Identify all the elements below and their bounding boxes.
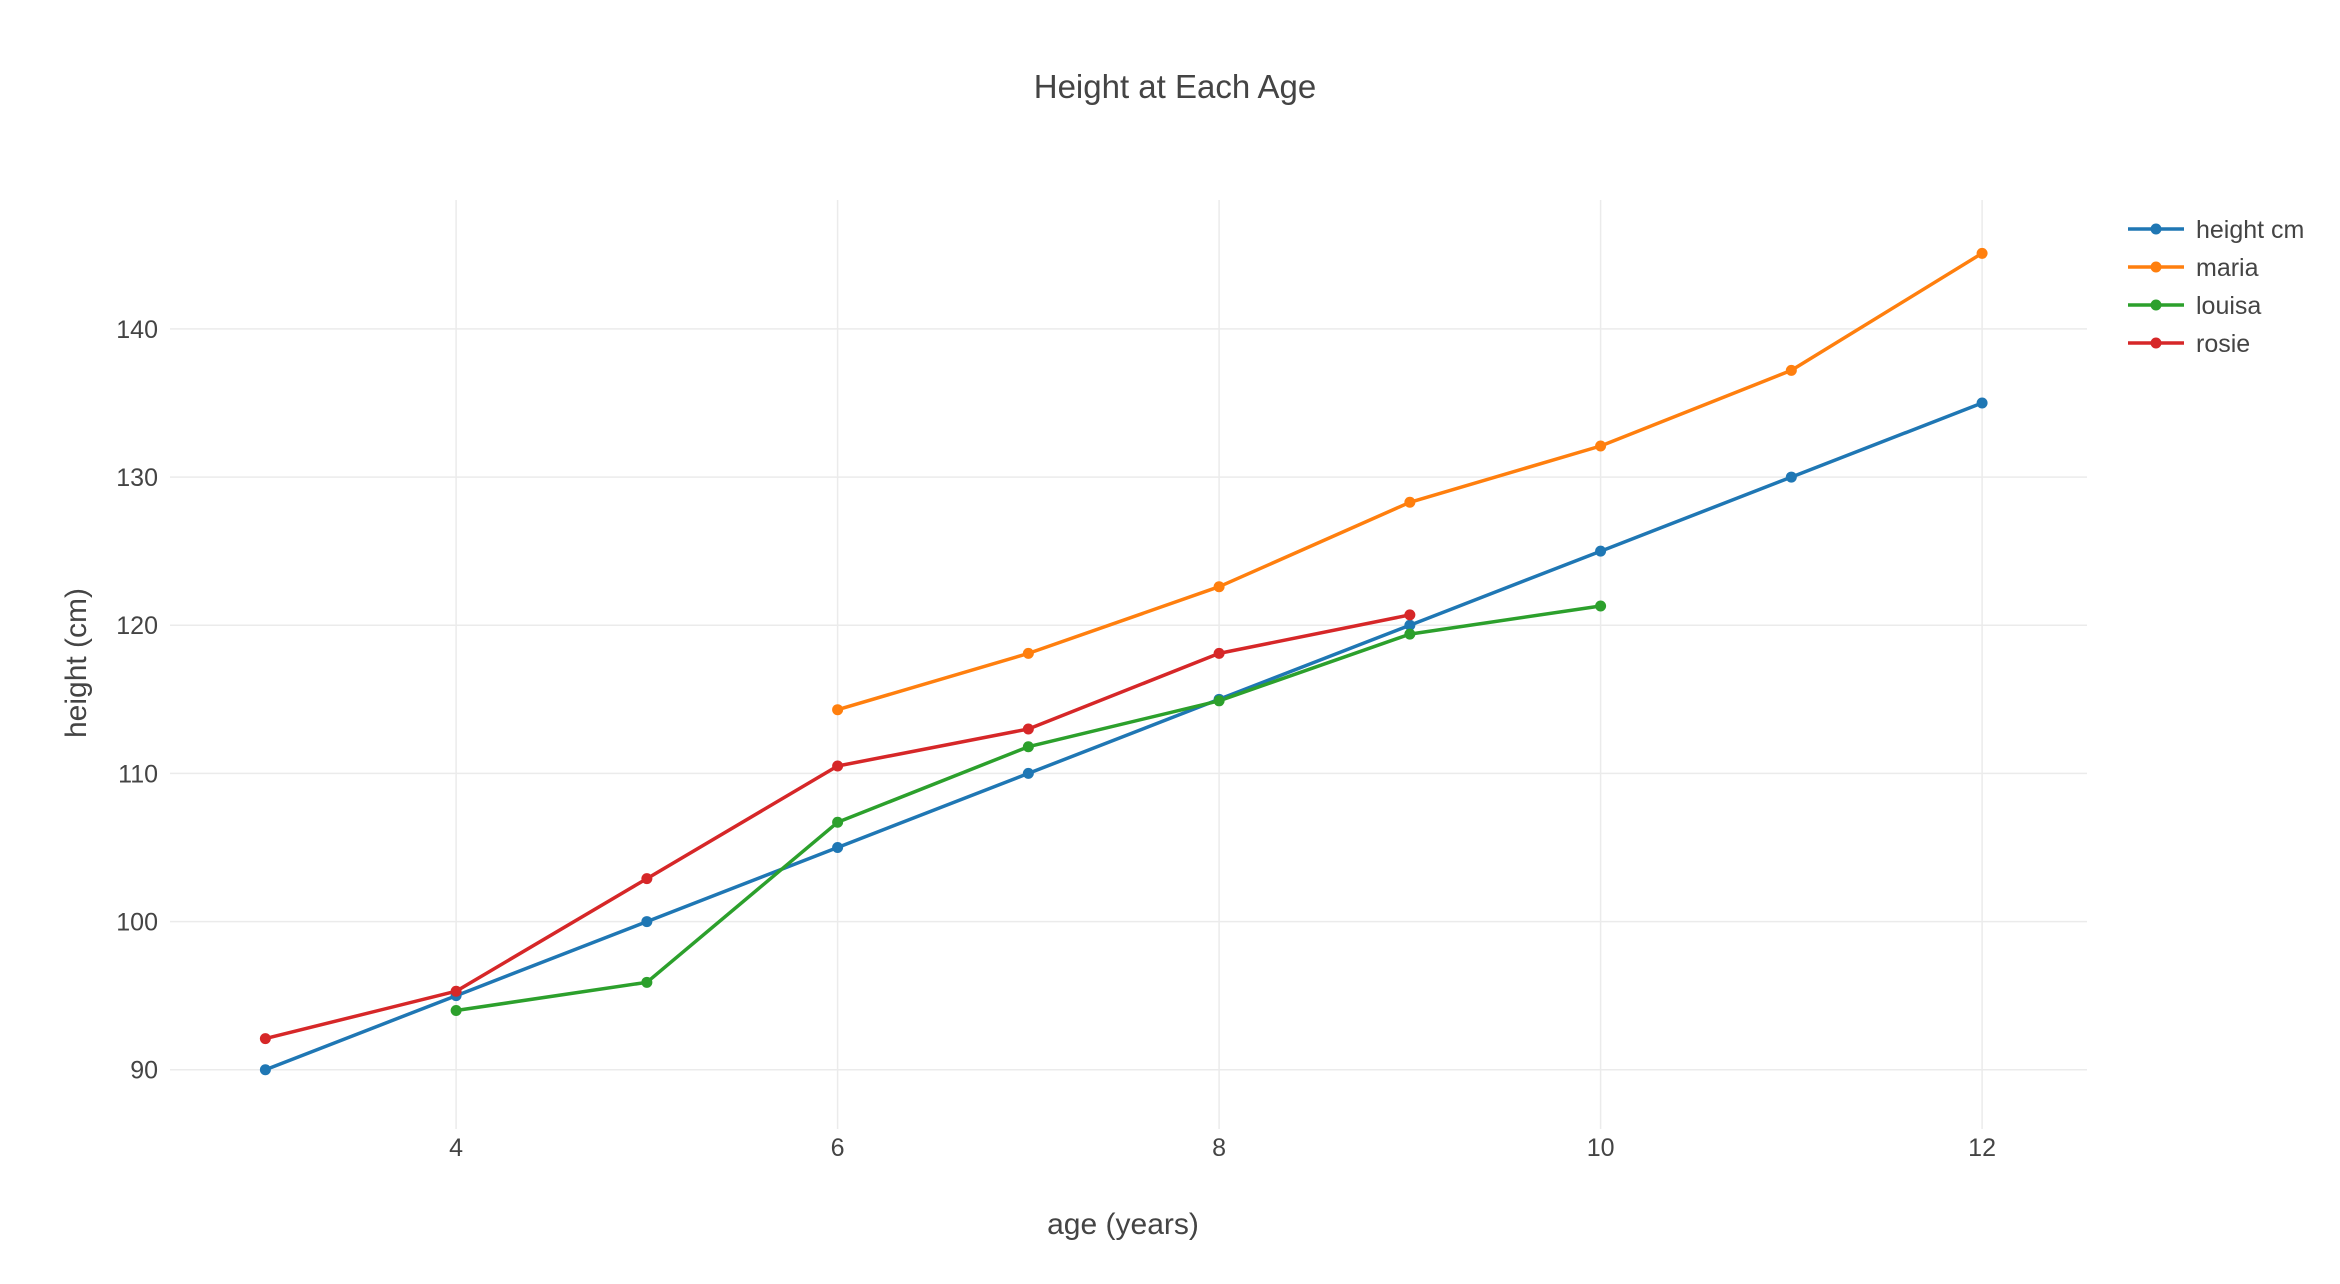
x-tick-label: 4 xyxy=(449,1134,463,1162)
data-point xyxy=(1976,247,1988,259)
series-line-louisa xyxy=(455,604,1601,1013)
y-axis-title: height (cm) xyxy=(60,588,93,738)
data-point xyxy=(1595,440,1607,452)
y-tick-label: 140 xyxy=(116,316,158,344)
data-point xyxy=(1213,695,1225,707)
data-point xyxy=(832,816,844,828)
series-line-maria xyxy=(837,251,1984,712)
legend-item[interactable]: height cm xyxy=(2128,216,2304,244)
data-point xyxy=(832,760,844,772)
data-point xyxy=(450,1004,462,1016)
x-tick-label: 8 xyxy=(1212,1134,1226,1162)
y-tick-label: 110 xyxy=(118,760,158,788)
y-tick-label: 130 xyxy=(116,464,158,492)
y-tick-label: 90 xyxy=(130,1057,158,1085)
data-point xyxy=(1404,609,1416,621)
data-point xyxy=(1785,364,1797,376)
data-point xyxy=(1213,647,1225,659)
data-point xyxy=(641,916,653,928)
data-point xyxy=(641,976,653,988)
chart-title: Height at Each Age xyxy=(1034,68,1317,105)
data-point xyxy=(1595,600,1607,612)
legend-item[interactable]: maria xyxy=(2128,254,2259,282)
legend-marker xyxy=(2150,299,2162,311)
x-tick-label: 6 xyxy=(831,1134,845,1162)
y-tick-label: 120 xyxy=(116,612,158,640)
data-point xyxy=(259,1033,271,1045)
data-point xyxy=(259,1064,271,1076)
legend-marker xyxy=(2150,261,2162,273)
legend: height cm maria louisa rosie xyxy=(2128,216,2304,358)
legend-label: rosie xyxy=(2196,330,2250,358)
legend-marker xyxy=(2150,337,2162,349)
legend-label: louisa xyxy=(2196,292,2261,320)
data-point xyxy=(641,873,653,885)
data-point xyxy=(450,985,462,997)
legend-item[interactable]: rosie xyxy=(2128,330,2250,358)
series-points xyxy=(259,247,1988,1076)
data-point xyxy=(1404,619,1416,631)
legend-label: maria xyxy=(2196,254,2259,282)
data-point xyxy=(1022,741,1034,753)
series-line-height-cm xyxy=(264,401,1983,1072)
legend-item[interactable]: louisa xyxy=(2128,292,2261,320)
data-point xyxy=(832,704,844,716)
x-tick-label: 12 xyxy=(1968,1134,1996,1162)
x-axis-title: age (years) xyxy=(1047,1208,1199,1241)
data-point xyxy=(1022,723,1034,735)
legend-label: height cm xyxy=(2196,216,2304,244)
data-point xyxy=(1976,397,1988,409)
data-point xyxy=(1404,496,1416,508)
x-tick-label: 10 xyxy=(1587,1134,1615,1162)
data-point xyxy=(832,841,844,853)
data-point xyxy=(1404,628,1416,640)
data-point xyxy=(1595,545,1607,557)
data-point xyxy=(1785,471,1797,483)
data-point xyxy=(1022,767,1034,779)
legend-marker xyxy=(2150,223,2162,235)
grid-lines xyxy=(170,200,2087,1129)
tick-labels: 4 6 8 10 12 90 100 110 120 130 140 xyxy=(116,316,1996,1162)
series-lines xyxy=(264,251,1984,1072)
data-point xyxy=(1213,581,1225,593)
data-point xyxy=(1022,647,1034,659)
y-tick-label: 100 xyxy=(116,909,158,937)
